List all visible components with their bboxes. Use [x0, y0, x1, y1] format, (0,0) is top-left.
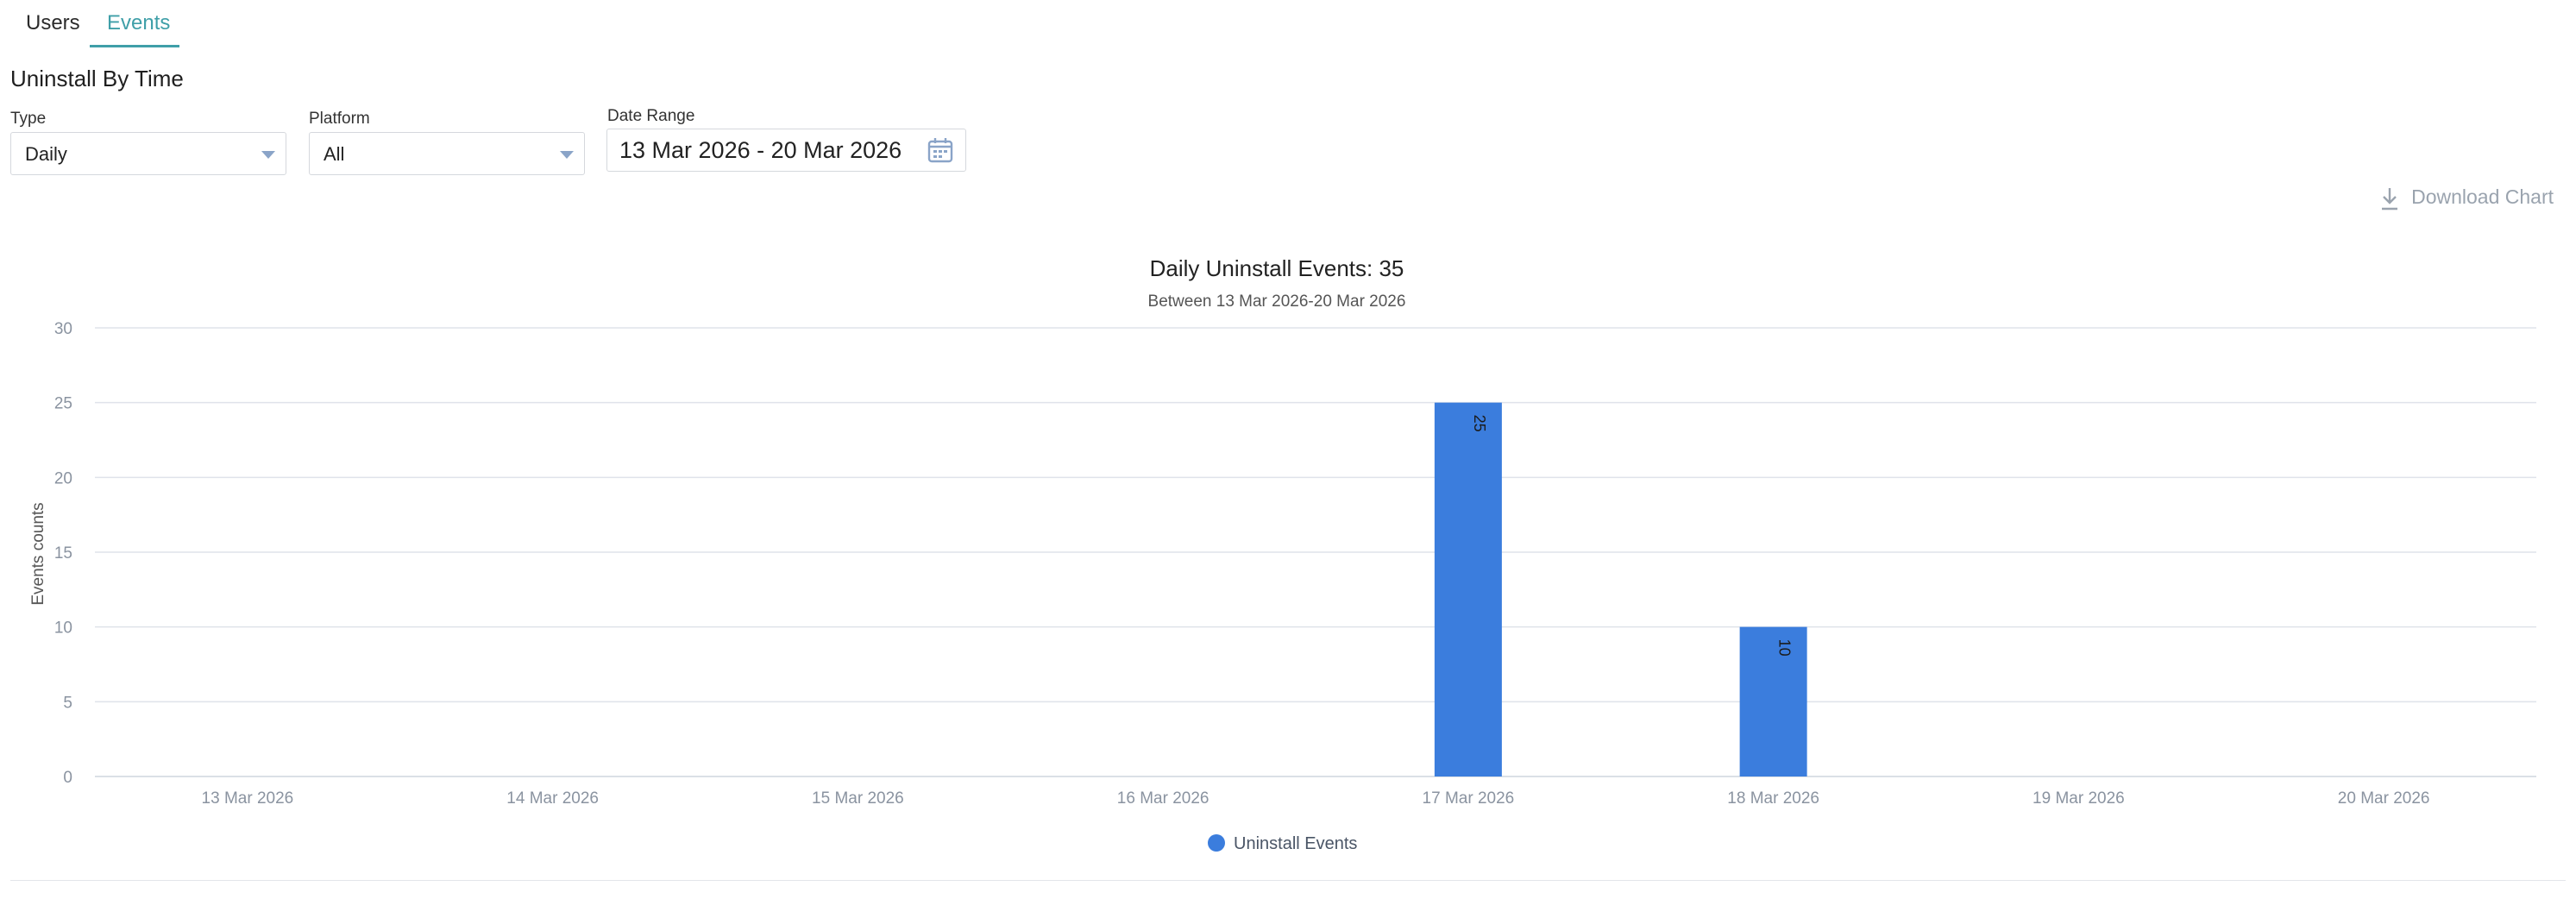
x-tick-label: 17 Mar 2026	[1423, 789, 1515, 808]
platform-select-value: All	[324, 143, 345, 165]
x-tick-label: 13 Mar 2026	[202, 789, 294, 808]
chart-title: Daily Uninstall Events: 35	[1150, 255, 1404, 281]
download-chart-label: Download Chart	[2411, 185, 2554, 208]
platform-label: Platform	[309, 110, 370, 128]
tab-users[interactable]: Users	[26, 11, 80, 35]
bar[interactable]	[1739, 626, 1807, 776]
y-axis-label: Events counts	[29, 502, 47, 605]
date-range-picker[interactable]: 13 Mar 2026 - 20 Mar 2026	[606, 129, 966, 172]
type-label: Type	[10, 110, 47, 128]
y-tick-label: 10	[54, 619, 72, 638]
calendar-icon[interactable]	[927, 137, 953, 167]
tab-bar: Users Events	[0, 0, 2576, 48]
download-icon	[2382, 187, 2398, 211]
legend-marker	[1208, 834, 1225, 852]
y-tick-label: 15	[54, 544, 72, 563]
platform-select[interactable]: All	[309, 132, 585, 175]
download-chart-button[interactable]: Download Chart	[2380, 183, 2554, 211]
legend-label: Uninstall Events	[1234, 834, 1357, 853]
bar[interactable]	[1434, 402, 1502, 776]
x-tick-label: 16 Mar 2026	[1117, 789, 1209, 808]
x-tick-label: 14 Mar 2026	[506, 789, 599, 808]
chart-legend[interactable]: Uninstall Events	[1208, 834, 1357, 853]
chart-subtitle: Between 13 Mar 2026-20 Mar 2026	[1148, 292, 1406, 311]
y-tick-label: 20	[54, 469, 72, 487]
y-tick-label: 0	[63, 769, 72, 787]
divider	[10, 880, 2566, 881]
chevron-down-icon	[261, 151, 275, 159]
active-tab-indicator	[90, 45, 179, 47]
date-range-label: Date Range	[607, 107, 695, 125]
x-tick-label: 18 Mar 2026	[1727, 789, 1819, 808]
y-tick-label: 25	[54, 395, 72, 413]
bar-data-label: 25	[1471, 415, 1488, 432]
uninstall-bar-chart: Daily Uninstall Events: 35 Between 13 Ma…	[29, 255, 2536, 853]
x-tick-label: 15 Mar 2026	[812, 789, 904, 808]
bar-data-label: 10	[1776, 639, 1794, 657]
x-tick-label: 20 Mar 2026	[2338, 789, 2430, 808]
type-select-value: Daily	[25, 143, 67, 165]
y-tick-label: 5	[63, 694, 72, 712]
section-title: Uninstall By Time	[10, 66, 184, 91]
y-tick-label: 30	[54, 320, 72, 338]
type-select[interactable]: Daily	[10, 132, 286, 175]
chevron-down-icon	[560, 151, 574, 159]
x-tick-label: 19 Mar 2026	[2033, 789, 2125, 808]
date-range-value: 13 Mar 2026 - 20 Mar 2026	[619, 137, 902, 163]
tab-events[interactable]: Events	[107, 11, 171, 35]
